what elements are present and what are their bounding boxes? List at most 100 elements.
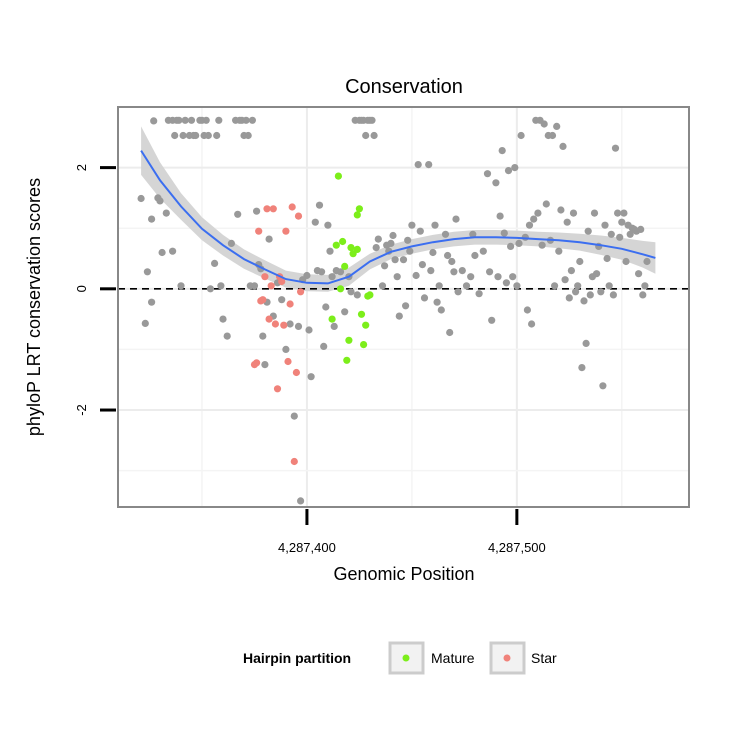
point-other-64 (307, 373, 315, 381)
point-other-139 (500, 229, 508, 237)
legend-title: Hairpin partition (243, 650, 351, 666)
point-other-146 (515, 239, 523, 247)
point-star-12 (278, 277, 286, 286)
point-other-143 (509, 273, 517, 281)
point-star-6 (265, 315, 273, 323)
point-other-203 (637, 225, 645, 233)
point-other-184 (597, 288, 605, 296)
point-other-58 (290, 412, 298, 420)
point-other-170 (567, 267, 576, 275)
point-other-136 (494, 273, 502, 281)
smooth-line (140, 150, 656, 285)
point-other-193 (616, 233, 624, 241)
point-star-22 (250, 361, 259, 369)
point-other-189 (607, 230, 615, 238)
point-other-2 (143, 268, 151, 276)
point-other-182 (593, 270, 601, 278)
point-other-41 (242, 116, 250, 124)
point-mature-11 (355, 205, 363, 213)
point-other-156 (538, 241, 546, 249)
point-other-104 (406, 247, 414, 255)
point-other-112 (427, 267, 435, 275)
point-other-187 (603, 254, 611, 263)
point-star-4 (261, 273, 269, 281)
point-other-71 (324, 221, 332, 229)
y-tick-label-1: 0 (74, 285, 89, 292)
point-other-57 (286, 320, 294, 328)
point-other-31 (215, 116, 223, 124)
point-star-19 (292, 368, 300, 377)
point-other-28 (206, 285, 214, 293)
point-other-168 (563, 218, 571, 226)
point-other-176 (580, 297, 588, 305)
point-other-115 (433, 298, 441, 306)
point-other-108 (416, 227, 424, 235)
point-other-181 (590, 209, 599, 217)
point-mature-6 (343, 356, 351, 364)
legend-label-star: Star (531, 650, 557, 666)
point-mature-2 (334, 172, 342, 180)
x-tick-label-0: 4,287,400 (278, 540, 336, 555)
point-other-191 (611, 144, 620, 152)
point-other-102 (402, 302, 410, 310)
point-star-16 (286, 300, 294, 308)
point-star-7 (267, 282, 275, 290)
point-other-119 (444, 251, 452, 260)
point-mature-13 (360, 341, 368, 349)
point-other-206 (643, 257, 651, 266)
point-other-172 (572, 288, 580, 296)
point-other-110 (420, 294, 429, 302)
point-other-188 (605, 282, 613, 290)
point-other-17 (179, 131, 187, 140)
point-mature-10 (353, 211, 361, 219)
point-other-50 (261, 361, 269, 369)
point-star-3 (259, 296, 267, 304)
point-other-175 (578, 364, 586, 372)
point-other-166 (559, 142, 567, 150)
point-other-91 (374, 235, 382, 243)
y-axis-label: phyloP LRT conservation scores (24, 178, 44, 436)
point-other-198 (626, 230, 634, 238)
point-other-128 (469, 230, 477, 238)
point-other-93 (381, 262, 389, 270)
point-mature-5 (341, 262, 349, 270)
point-other-194 (618, 218, 626, 226)
point-other-158 (542, 200, 550, 208)
point-other-85 (362, 131, 370, 140)
data-points (137, 116, 651, 505)
point-other-114 (431, 221, 439, 229)
point-other-100 (395, 312, 403, 320)
point-star-10 (273, 385, 282, 393)
point-other-12 (169, 247, 177, 255)
point-mature-7 (345, 336, 353, 344)
point-other-29 (211, 259, 219, 267)
x-axis: 4,287,400 4,287,500 (278, 509, 546, 555)
chart-title: Conservation (345, 76, 463, 98)
point-other-122 (450, 268, 458, 276)
point-other-196 (622, 257, 630, 266)
point-mature-17 (353, 245, 361, 253)
point-other-34 (223, 332, 231, 340)
point-star-21 (297, 288, 305, 296)
point-other-7 (156, 197, 164, 205)
point-other-169 (565, 294, 573, 302)
point-other-173 (574, 282, 582, 290)
y-tick-label-0: -2 (74, 404, 89, 416)
point-other-60 (297, 497, 305, 505)
point-other-125 (458, 267, 466, 275)
point-star-15 (284, 357, 292, 366)
point-other-165 (557, 206, 565, 214)
point-other-20 (187, 116, 196, 124)
point-other-16 (177, 282, 185, 290)
point-other-116 (435, 282, 443, 290)
point-other-30 (213, 131, 221, 140)
smooth-line-path (140, 150, 656, 285)
point-other-126 (462, 282, 471, 290)
point-other-74 (330, 322, 338, 330)
point-other-106 (412, 271, 420, 280)
point-other-49 (259, 332, 267, 340)
point-other-190 (609, 291, 618, 299)
x-tick-label-1: 4,287,500 (488, 540, 546, 555)
point-other-162 (551, 282, 559, 290)
